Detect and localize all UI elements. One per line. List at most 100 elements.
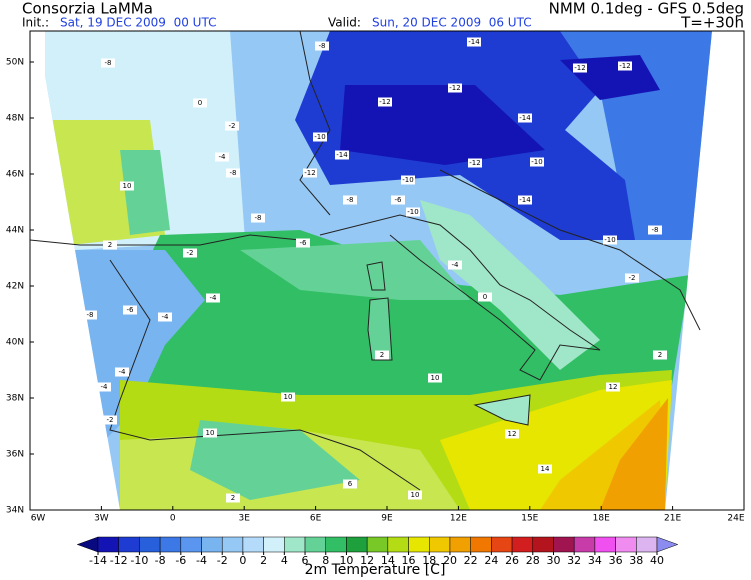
contour-label: -14	[336, 151, 348, 159]
colorbar-box	[221, 536, 244, 553]
label-box	[226, 493, 240, 503]
label-box	[391, 195, 405, 205]
temperature-field	[45, 31, 712, 510]
colorbar-label: 8	[322, 554, 329, 567]
label-box	[573, 63, 587, 73]
colorbar-label: -4	[196, 554, 207, 567]
colorbar-label: 26	[505, 554, 519, 567]
lon-label: 12E	[450, 514, 467, 524]
colorbar-label: -2	[217, 554, 228, 567]
colorbar-label: 16	[402, 554, 416, 567]
colorbar-label: -10	[130, 554, 148, 567]
label-box	[538, 464, 552, 474]
colorbar-label: -6	[175, 554, 186, 567]
label-box	[158, 312, 172, 322]
colorbar-box	[263, 536, 285, 553]
label-box	[225, 121, 239, 131]
label-box	[313, 132, 327, 142]
colorbar-box	[346, 536, 368, 553]
lon-label: 6W	[31, 514, 46, 524]
colorbar-box	[97, 536, 119, 553]
colorbar-label: 38	[629, 554, 643, 567]
colorbar-box	[491, 536, 513, 553]
contour-label: -4	[162, 313, 170, 321]
contour-label: -4	[210, 294, 218, 302]
label-box	[303, 168, 317, 178]
colorbar-high	[656, 536, 679, 553]
contour-label: -2	[629, 274, 636, 282]
label-box	[606, 382, 620, 392]
label-box	[120, 181, 134, 191]
contour-label: 10	[123, 182, 132, 190]
label-box	[375, 350, 389, 360]
label-box	[281, 392, 295, 402]
colorbar-label: 4	[281, 554, 288, 567]
colorbar-label: 18	[422, 554, 436, 567]
contour-label: 12	[508, 430, 517, 438]
valid-date: Sun, 20 DEC 2009 06 UTC	[372, 16, 532, 30]
colorbar-label: 40	[650, 554, 664, 567]
label-box	[123, 305, 137, 315]
label-box	[193, 98, 207, 108]
lat-label: 46N	[6, 170, 24, 180]
colorbar-label: 30	[546, 554, 560, 567]
label-box	[378, 97, 392, 107]
colorbar-box	[242, 536, 264, 553]
contour-label: -6	[395, 196, 403, 204]
contour-label: 2	[108, 241, 112, 249]
colorbar-box	[366, 536, 389, 553]
colorbar-box	[284, 536, 306, 553]
contour-label: -12	[449, 84, 460, 92]
contour-label: -4	[119, 368, 127, 376]
contour-label: -8	[319, 42, 326, 50]
colorbar-label: 36	[609, 554, 623, 567]
valid-label: Valid:	[328, 16, 361, 30]
label-box	[206, 293, 220, 303]
label-box	[448, 83, 462, 93]
label-box	[653, 350, 667, 360]
contour-label: -12	[379, 98, 390, 106]
contour-label: -14	[519, 114, 531, 122]
label-box	[83, 310, 97, 320]
contour-label: 2	[231, 494, 235, 502]
init-label: Init.:	[22, 16, 49, 30]
coastlines	[29, 30, 701, 491]
label-box	[478, 292, 492, 302]
contour-label: -8	[652, 226, 659, 234]
label-box	[103, 415, 117, 425]
contour-label: -8	[230, 169, 237, 177]
label-box	[115, 367, 129, 377]
colorbar-box	[159, 536, 182, 553]
lat-label: 50N	[6, 58, 24, 68]
contour-label: -8	[347, 196, 354, 204]
contour-label: 10	[284, 393, 293, 401]
contour-label: -14	[468, 38, 480, 46]
contour-label: -6	[127, 306, 135, 314]
label-box	[505, 429, 519, 439]
lat-label: 42N	[6, 282, 24, 292]
lon-label: 9E	[381, 514, 393, 524]
label-box	[401, 175, 415, 185]
contour-label: -2	[107, 416, 114, 424]
contour-label: 2	[380, 351, 384, 359]
label-box	[530, 157, 544, 167]
colorbar-box	[573, 536, 596, 553]
lon-label: 15E	[521, 514, 538, 524]
label-box	[618, 61, 632, 71]
label-box	[296, 238, 310, 248]
label-box	[183, 248, 197, 258]
colorbar-box	[615, 536, 637, 553]
contour-label: -8	[255, 214, 262, 222]
colorbar-label: 2	[260, 554, 267, 567]
contour-label: -12	[304, 169, 315, 177]
colorbar-low	[76, 536, 99, 553]
colorbar-label: 22	[464, 554, 478, 567]
contour-label: -8	[87, 311, 94, 319]
label-box	[226, 168, 240, 178]
contour-label: 12	[609, 383, 618, 391]
label-box	[625, 273, 639, 283]
lon-label: 6E	[310, 514, 322, 524]
colorbar-label: 28	[526, 554, 540, 567]
label-box	[406, 207, 420, 217]
colorbar-label: 14	[381, 554, 395, 567]
